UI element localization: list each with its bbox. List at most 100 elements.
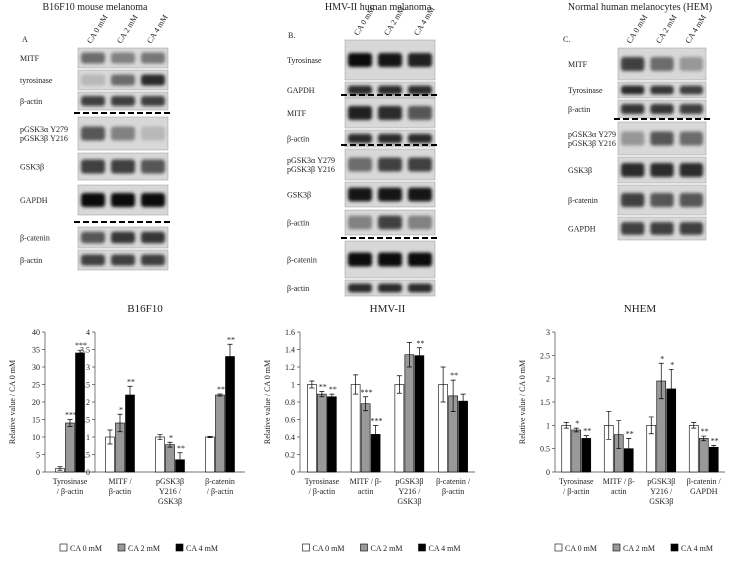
significance: ** <box>329 385 337 394</box>
error-bar <box>217 393 223 397</box>
blot-band <box>621 222 645 235</box>
x-tick-label: β-catenin / β-actin <box>205 477 235 496</box>
x-tick-label: β-catenin / β-actin <box>436 477 471 496</box>
blot-band <box>81 193 105 207</box>
row-label: GSK3β <box>568 166 592 175</box>
error-bar <box>319 391 325 398</box>
blot-band <box>679 104 703 114</box>
x-tick-label: Tyrosinase / β-actin <box>305 477 340 496</box>
blot-band <box>348 157 372 172</box>
row-label: β-catenin <box>20 234 50 243</box>
y-tick-label: 1.4 <box>285 346 295 355</box>
significance: ** <box>227 335 235 344</box>
significance: *** <box>371 417 383 426</box>
blot-band <box>621 131 645 146</box>
legend-label: CA 4 mM <box>681 544 713 553</box>
error-bar <box>127 385 133 405</box>
error-bar <box>329 393 335 400</box>
lane-label: CA 0 mM <box>625 13 650 45</box>
blot-band <box>408 283 432 293</box>
legend-swatch <box>117 543 126 552</box>
error-bar <box>309 380 315 389</box>
lane-label: CA 2 mM <box>115 13 140 45</box>
y-tick-label: 40 <box>32 328 40 337</box>
x-tick-label: MITF / β-actin <box>108 477 132 496</box>
y-tick-label: 25 <box>32 381 40 390</box>
blot-band <box>141 126 165 141</box>
row-label: pGSK3α Y279 pGSK3β Y216 <box>568 130 616 148</box>
bar <box>571 429 582 473</box>
blot-band <box>679 57 703 71</box>
y-tick-label: 1.6 <box>285 328 295 337</box>
error-bar <box>396 375 402 394</box>
error-bar <box>207 435 213 439</box>
y-tick-label: 1 <box>291 381 295 390</box>
bar <box>698 438 709 473</box>
row-label: pGSK3α Y279 pGSK3β Y216 <box>20 125 68 143</box>
chart-title: B16F10 <box>127 303 163 315</box>
y-tick-label: 30 <box>32 363 40 372</box>
bar <box>215 394 225 473</box>
bar <box>708 446 719 473</box>
error-bar <box>573 427 579 433</box>
blot-band <box>348 53 372 67</box>
legend-swatch <box>360 543 368 552</box>
y-tick-label: 0 <box>291 468 295 477</box>
legend-label: CA 0 mM <box>565 544 597 553</box>
blot-band <box>621 57 645 71</box>
blot-band <box>650 85 674 95</box>
x-tick-label: β-catenin / GAPDH <box>687 477 722 496</box>
row-label: GSK3β <box>20 163 44 172</box>
error-bar <box>711 445 717 450</box>
significance: ** <box>127 377 135 386</box>
bar <box>225 356 235 473</box>
blot-band <box>81 231 105 244</box>
blot-band <box>408 85 432 95</box>
y-tick-label: 0 <box>546 468 550 477</box>
y-tick-label: 2 <box>546 375 550 384</box>
row-label: MITF <box>20 54 40 63</box>
legend-swatch <box>59 543 68 552</box>
y-tick-label: 3 <box>86 363 90 372</box>
blot-band <box>408 53 432 67</box>
blot-band <box>679 193 703 207</box>
x-tick-label: pGSK3β Y216 /GSK3β <box>647 477 675 506</box>
bar <box>414 355 425 473</box>
blot-band <box>348 187 372 202</box>
legend-swatch <box>418 543 426 552</box>
significance: ** <box>450 371 458 380</box>
blot-band <box>378 215 402 230</box>
error-bar <box>373 425 379 444</box>
blot-band <box>378 85 402 95</box>
bar <box>327 396 337 473</box>
blot-band <box>141 74 165 86</box>
y-axis-label: Relative value / CA 0 mM <box>8 360 17 444</box>
bar <box>581 438 592 473</box>
error-bar <box>77 349 83 357</box>
blot-band <box>141 231 165 244</box>
error-bar <box>460 393 466 409</box>
significance: ** <box>416 339 424 348</box>
blot-band <box>408 133 432 144</box>
row-label: β-actin <box>568 105 590 114</box>
blot-band <box>348 106 372 120</box>
x-tick-label: pGSK3β Y216 /GSK3β <box>395 477 423 506</box>
bar <box>350 384 361 473</box>
blot-band <box>141 159 165 174</box>
y-tick-label: 0.2 <box>285 451 295 460</box>
bar <box>165 444 175 473</box>
significance: * <box>119 405 123 414</box>
blot-band <box>408 157 432 172</box>
significance: * <box>660 354 664 363</box>
blot-band <box>621 163 645 177</box>
significance: ** <box>217 385 225 394</box>
error-bar <box>626 438 632 460</box>
blot-band <box>679 222 703 235</box>
y-tick-label: 0.4 <box>285 433 295 442</box>
row-label: β-catenin <box>568 196 598 205</box>
legend-label: CA 0 mM <box>70 544 102 553</box>
error-bar <box>668 368 674 409</box>
x-tick-label: Tyrosinase / β-actin <box>559 477 594 496</box>
panel-title: HMV-II human melanoma <box>325 2 432 13</box>
